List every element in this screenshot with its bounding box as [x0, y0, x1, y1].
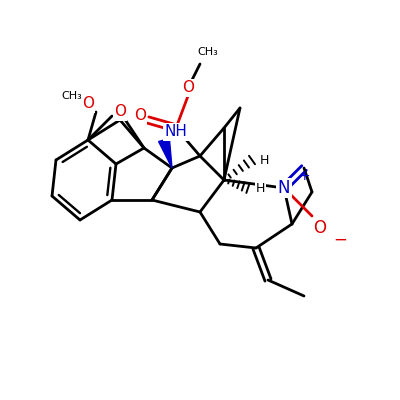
Text: CH₃: CH₃: [62, 91, 82, 101]
Text: N: N: [278, 179, 290, 197]
Polygon shape: [159, 138, 172, 168]
Text: O: O: [134, 108, 146, 124]
Text: H: H: [260, 154, 269, 166]
Text: CH₃: CH₃: [198, 47, 218, 57]
Text: NH: NH: [164, 124, 188, 140]
Text: O: O: [82, 96, 94, 112]
Text: O: O: [114, 104, 126, 120]
Text: +: +: [298, 169, 310, 183]
Text: H: H: [256, 182, 265, 194]
Text: −: −: [333, 231, 347, 249]
Text: O: O: [182, 80, 194, 96]
Text: O: O: [314, 219, 326, 237]
